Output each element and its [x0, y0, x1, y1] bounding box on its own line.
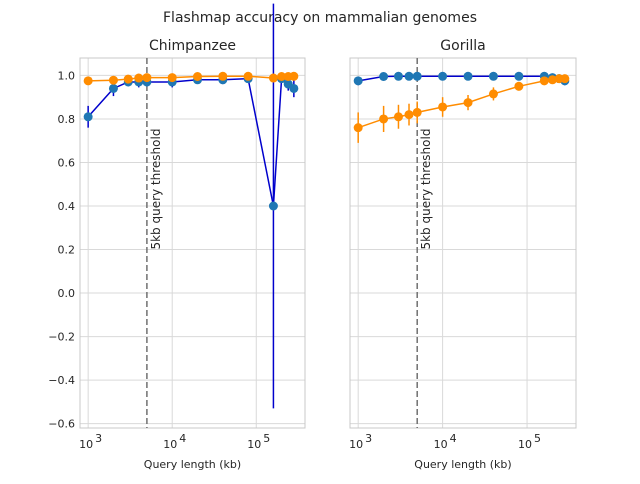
- series-orange-point: [167, 73, 177, 83]
- series-blue-point: [514, 71, 524, 81]
- y-tick-label: 1.0: [58, 69, 76, 82]
- y-tick-label: −0.6: [48, 418, 75, 431]
- x-tick-label-exponent: 3: [95, 432, 102, 445]
- series-orange-point: [243, 71, 253, 81]
- y-tick-label: 0.0: [58, 287, 76, 300]
- series-blue-point: [268, 201, 278, 211]
- series-blue-point: [463, 71, 473, 81]
- series-orange-point: [289, 71, 299, 81]
- x-tick-label: 10: [247, 438, 261, 451]
- series-blue-point: [379, 72, 389, 81]
- y-tick-label: −0.2: [48, 331, 75, 344]
- x-axis-label: Query length (kb): [414, 458, 511, 471]
- series-orange-point: [514, 81, 524, 91]
- figure-title: Flashmap accuracy on mammalian genomes: [163, 10, 477, 26]
- series-orange-point: [123, 74, 133, 84]
- threshold-label: 5kb query threshold: [149, 129, 163, 250]
- series-blue-point: [108, 83, 118, 93]
- series-orange-point: [268, 73, 278, 83]
- series-orange-point: [218, 71, 228, 81]
- series-orange-point: [393, 112, 403, 122]
- series-orange-line: [357, 77, 565, 129]
- x-tick-label: 10: [434, 438, 448, 451]
- series-blue-point: [412, 71, 422, 81]
- y-tick-label: 0.2: [58, 244, 76, 257]
- series-orange-point: [438, 102, 448, 112]
- y-tick-label: 0.4: [58, 200, 76, 213]
- threshold-label: 5kb query threshold: [419, 129, 433, 250]
- y-tick-label: 0.8: [58, 113, 76, 126]
- series-orange-point: [463, 98, 473, 108]
- series-orange-point: [277, 72, 287, 81]
- series-orange-point: [193, 72, 203, 81]
- series-blue-point: [289, 83, 299, 93]
- series-blue-line: [87, 77, 295, 207]
- x-tick-label-exponent: 4: [450, 432, 457, 445]
- series-blue-line: [358, 75, 566, 82]
- x-tick-label: 10: [163, 438, 177, 451]
- panel-title: Chimpanzee: [149, 38, 236, 54]
- series-orange-point: [83, 76, 93, 86]
- series-orange-point: [404, 110, 414, 120]
- series-orange-point: [547, 75, 557, 85]
- x-tick-label-exponent: 5: [263, 432, 270, 445]
- x-tick-label-exponent: 4: [179, 432, 186, 445]
- x-tick-label-exponent: 3: [365, 432, 372, 445]
- series-orange-point: [539, 76, 549, 86]
- series-blue-point: [353, 76, 363, 86]
- series-blue-point: [488, 71, 498, 81]
- plot-frame: [79, 57, 306, 429]
- series-blue-point: [404, 71, 414, 81]
- x-tick-label-exponent: 5: [534, 432, 541, 445]
- x-tick-label: 10: [518, 438, 532, 451]
- series-orange-point: [353, 123, 363, 133]
- series-orange-point: [560, 74, 570, 84]
- x-tick-label: 10: [349, 438, 363, 451]
- y-tick-label: 0.6: [58, 156, 76, 169]
- series-orange-point: [142, 73, 152, 83]
- plot-frame: [349, 57, 577, 429]
- series-orange-point: [134, 73, 144, 83]
- series-orange-point: [379, 114, 389, 124]
- series-orange-point: [488, 89, 498, 99]
- x-axis-label: Query length (kb): [144, 458, 241, 471]
- series-blue-point: [438, 71, 448, 81]
- series-orange-point: [412, 107, 422, 117]
- x-tick-label: 10: [79, 438, 93, 451]
- series-blue-point: [393, 71, 403, 81]
- y-tick-label: −0.4: [48, 374, 75, 387]
- series-orange-point: [108, 75, 118, 85]
- panel-title: Gorilla: [440, 38, 485, 54]
- series-blue-point: [83, 112, 93, 122]
